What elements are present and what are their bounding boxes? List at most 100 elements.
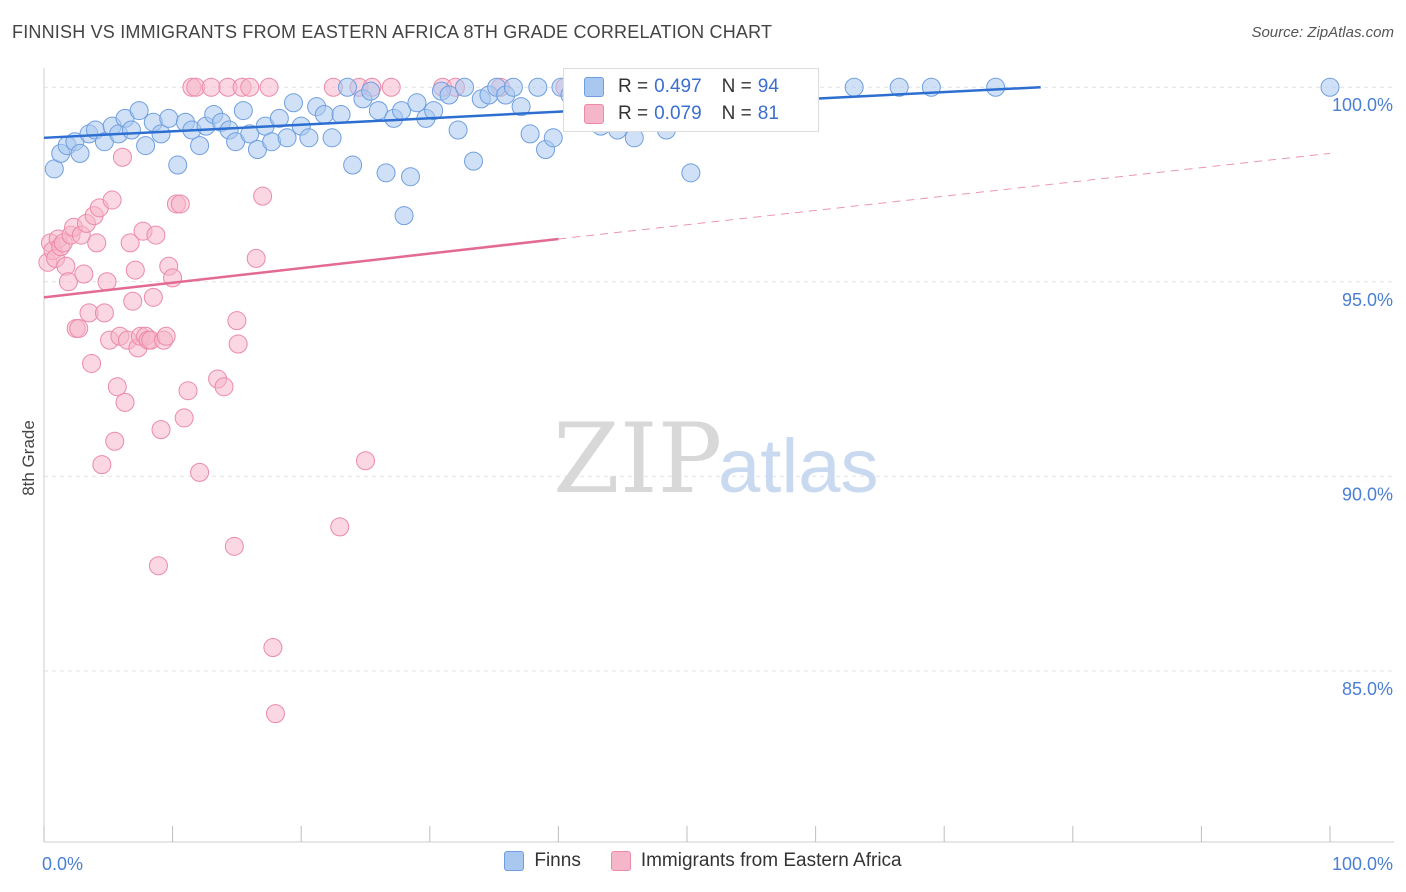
point-eastern-africa-50: [170, 194, 190, 214]
point-finns-16: [159, 108, 179, 128]
legend-label-eastern-africa: Immigrants from Eastern Africa: [640, 850, 902, 871]
point-finns-48: [401, 167, 421, 187]
y-tick-label-2: 95.0%: [1342, 290, 1393, 310]
point-eastern-africa-58: [214, 377, 234, 397]
point-eastern-africa-55: [190, 462, 210, 482]
point-eastern-africa-21: [92, 455, 112, 475]
point-finns-91: [986, 77, 1006, 97]
point-finns-32: [277, 128, 297, 148]
point-finns-88: [844, 77, 864, 97]
point-finns-44: [368, 101, 388, 121]
legend-swatch-finns: [504, 851, 525, 871]
point-eastern-africa-7: [56, 256, 76, 276]
point-finns-61: [503, 77, 523, 97]
point-finns-89: [889, 77, 909, 97]
point-finns-62: [511, 97, 531, 117]
point-finns-33: [283, 93, 303, 113]
watermark-atlas: atlas: [718, 424, 879, 509]
point-eastern-africa-64: [240, 77, 260, 97]
legend-n-value: 94: [757, 76, 779, 97]
point-eastern-africa-62: [228, 334, 248, 354]
point-eastern-africa-73: [356, 451, 375, 471]
point-eastern-africa-67: [259, 77, 279, 97]
point-eastern-africa-66: [253, 186, 273, 206]
point-finns-12: [129, 101, 149, 121]
y-axis-label: 8th Grade: [19, 420, 38, 496]
trend-line-eastern-africa: [43, 237, 559, 299]
point-finns-13: [136, 136, 156, 156]
point-eastern-africa-23: [97, 272, 117, 292]
trend-layer: [43, 85, 1331, 299]
point-eastern-africa-65: [246, 248, 266, 268]
watermark-zip: ZIP: [553, 403, 722, 515]
point-eastern-africa-22: [94, 303, 114, 323]
point-eastern-africa-14: [74, 264, 94, 284]
point-finns-26: [233, 101, 253, 121]
legend-label-finns: Finns: [534, 850, 581, 871]
point-finns-11: [121, 120, 141, 140]
point-finns-38: [322, 128, 342, 148]
point-eastern-africa-61: [227, 311, 247, 331]
series-eastern-africa: [38, 77, 613, 724]
point-eastern-africa-26: [105, 431, 125, 451]
point-finns-83: [681, 163, 701, 183]
legend-swatch-finns: [584, 77, 604, 97]
point-finns-93: [1320, 77, 1340, 97]
point-eastern-africa-60: [224, 536, 244, 556]
point-finns-55: [455, 77, 475, 97]
legend-r-value: 0.497: [654, 76, 702, 97]
point-finns-53: [439, 85, 459, 105]
legend-swatch-eastern-africa: [584, 104, 604, 124]
point-eastern-africa-46: [156, 326, 176, 346]
point-finns-40: [337, 77, 357, 97]
watermark: ZIP atlas: [553, 403, 879, 515]
point-eastern-africa-30: [115, 392, 135, 412]
point-finns-31: [269, 108, 289, 128]
point-eastern-africa-56: [201, 77, 221, 97]
point-finns-92: [394, 206, 414, 226]
point-finns-15: [151, 124, 171, 144]
point-finns-54: [448, 120, 468, 140]
label-layer: 85.0% 90.0% 95.0% 100.0% 0.0% 100.0% 8th Grade: [19, 95, 1393, 874]
legend-item-eastern-africa[interactable]: Immigrants from Eastern Africa: [610, 850, 902, 872]
point-eastern-africa-41: [143, 287, 163, 307]
point-finns-35: [299, 128, 319, 148]
trend-line-eastern-africa-extension: [558, 152, 1331, 240]
point-eastern-africa-32: [120, 233, 140, 253]
point-eastern-africa-42: [146, 225, 166, 245]
y-tick-label-3: 100.0%: [1332, 95, 1393, 115]
x-tick-label-1: 100.0%: [1332, 854, 1393, 874]
point-finns-56: [464, 151, 484, 171]
point-eastern-africa-69: [265, 704, 285, 724]
point-eastern-africa-27: [107, 377, 127, 397]
point-finns-37: [314, 104, 334, 124]
axis-layer: [43, 68, 1394, 843]
legend-n-label: N =: [721, 103, 752, 124]
point-eastern-africa-25: [102, 190, 122, 210]
legend-item-finns[interactable]: Finns: [504, 850, 581, 872]
legend-row-finns: R = 0.497 N = 94: [584, 73, 785, 101]
point-eastern-africa-33: [123, 291, 143, 311]
point-eastern-africa-19: [87, 233, 107, 253]
y-tick-label-0: 85.0%: [1342, 679, 1393, 699]
point-finns-63: [520, 124, 540, 144]
chart-title: FINNISH VS IMMIGRANTS FROM EASTERN AFRIC…: [12, 22, 773, 42]
point-eastern-africa-12: [69, 318, 89, 338]
x-tick-label-0: 0.0%: [42, 854, 83, 874]
point-finns-17: [168, 155, 188, 175]
point-eastern-africa-34: [125, 260, 145, 280]
point-finns-43: [361, 81, 381, 101]
grid-layer: [44, 86, 1394, 672]
legend-r-label: R =: [618, 76, 649, 97]
point-eastern-africa-29: [112, 147, 132, 167]
legend-r-value: 0.079: [654, 103, 702, 124]
point-eastern-africa-17: [82, 353, 102, 373]
legend-n-value: 81: [757, 103, 779, 124]
series-legend: Finns Immigrants from Eastern Africa: [0, 850, 1406, 872]
point-finns-51: [424, 101, 444, 121]
legend-n-label: N =: [721, 76, 752, 97]
legend-row-eastern-africa: R = 0.079 N = 81: [584, 100, 785, 128]
point-finns-45: [376, 163, 396, 183]
